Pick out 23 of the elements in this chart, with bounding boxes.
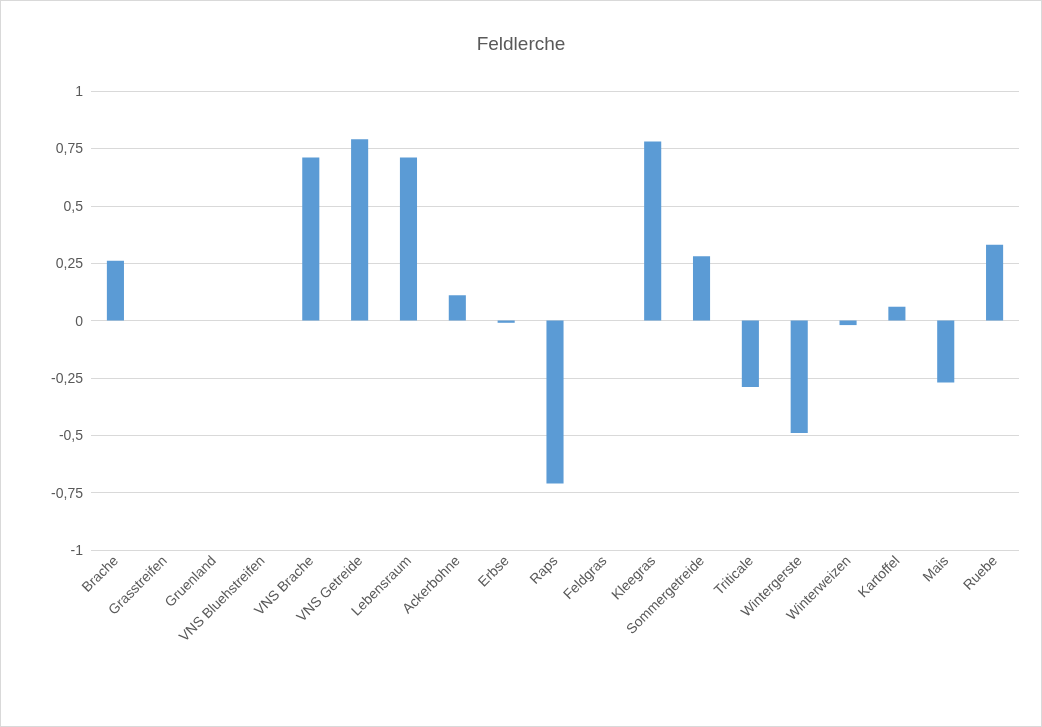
y-tick-label: 1 <box>75 83 84 99</box>
bar <box>692 256 711 321</box>
y-tick-label: 0 <box>75 312 84 329</box>
bar <box>937 320 955 383</box>
y-tick-label: -1 <box>70 542 84 558</box>
y-tick-label: -0,25 <box>51 369 84 386</box>
y-tick-label: 0,5 <box>63 197 84 214</box>
bar <box>399 157 418 321</box>
bar <box>741 320 759 388</box>
bar <box>644 141 662 321</box>
chart-title: Feldlerche <box>476 33 566 54</box>
bar <box>986 244 1004 321</box>
bar <box>106 260 124 321</box>
y-tick-label: 0,25 <box>55 255 84 272</box>
y-tick-label: 0,75 <box>55 140 84 157</box>
bar <box>448 295 466 321</box>
y-tick-label: -0,5 <box>58 427 84 444</box>
bar <box>302 157 320 321</box>
bar <box>546 320 564 484</box>
bar <box>888 306 906 321</box>
bar <box>790 320 808 433</box>
y-tick-label: -0,75 <box>51 484 84 501</box>
bar <box>351 139 369 321</box>
